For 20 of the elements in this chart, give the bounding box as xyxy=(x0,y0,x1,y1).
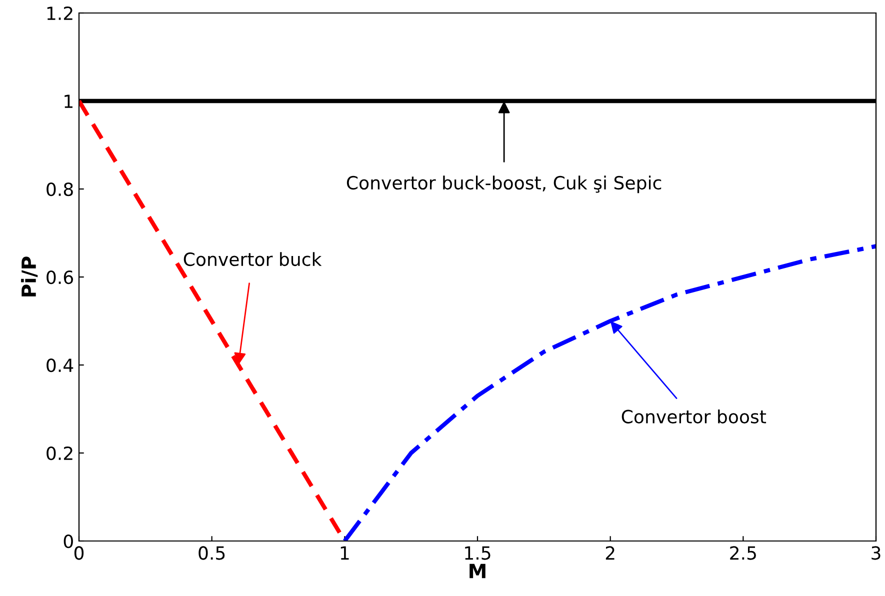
annotation: Convertor buck xyxy=(184,252,322,266)
annotation: Convertor buck-boost, Cuk şi Sepic xyxy=(346,176,662,194)
line-series xyxy=(342,244,876,541)
y-tick-label: 0.2 xyxy=(46,446,72,460)
y-tick-label: 0.4 xyxy=(46,358,74,372)
x-tick-label: 0.5 xyxy=(198,546,225,560)
y-tick-label: 1.2 xyxy=(47,6,72,20)
y-tick-label: 0 xyxy=(64,534,73,548)
x-axis-title: M xyxy=(470,564,486,578)
x-tick-label: 0 xyxy=(74,546,84,560)
y-axis-title: Pi/P xyxy=(21,256,38,296)
x-tick-label: 1 xyxy=(340,546,349,560)
annotation: Convertor boost xyxy=(622,409,766,424)
x-tick-label: 2.5 xyxy=(730,546,756,560)
y-tick-label: 0.6 xyxy=(46,270,74,284)
x-tick-label: 2 xyxy=(606,546,614,560)
x-tick-label: 3 xyxy=(872,546,880,560)
y-tick-label: 0.8 xyxy=(46,182,73,196)
x-tick-label: 1.5 xyxy=(465,546,490,560)
y-tick-label: 1 xyxy=(64,94,72,108)
